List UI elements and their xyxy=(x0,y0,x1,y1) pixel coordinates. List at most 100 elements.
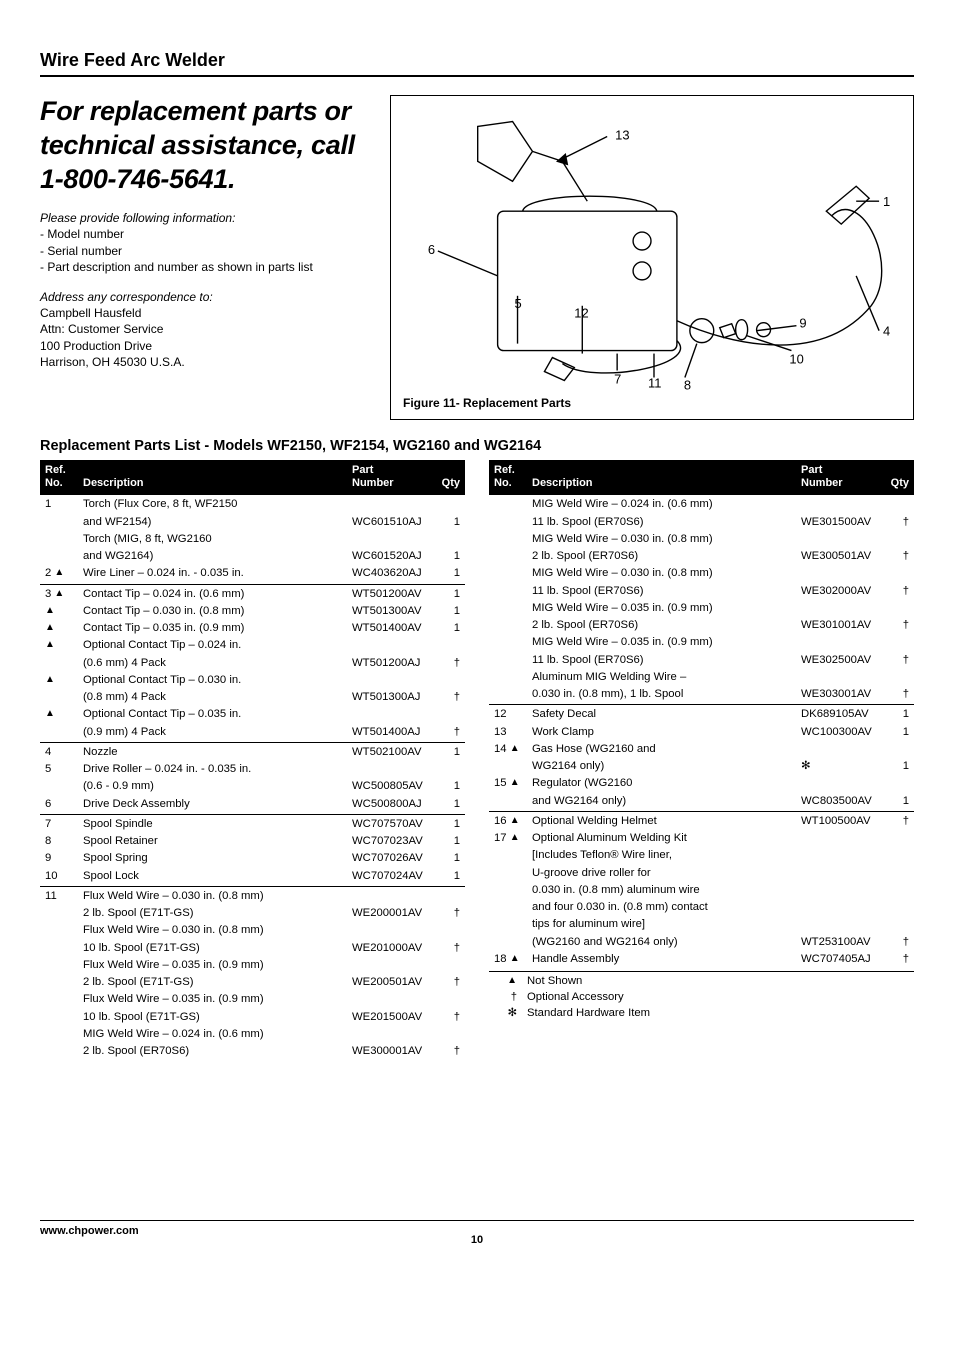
table-row: 11Flux Weld Wire – 0.030 in. (0.8 mm) xyxy=(40,886,465,905)
table-row: (0.9 mm) 4 PackWT501400AJ† xyxy=(40,724,465,743)
footer-page-number: 10 xyxy=(471,1234,483,1246)
fig-label: 4 xyxy=(883,324,890,339)
fig-label: 13 xyxy=(615,127,629,142)
table-row: and WG2164)WC601520AJ1 xyxy=(40,548,465,565)
col-ref: Ref.No. xyxy=(40,460,78,495)
fig-label: 11 xyxy=(648,375,661,390)
col-desc: Description xyxy=(78,460,347,495)
top-section: For replacement parts or technical assis… xyxy=(40,95,914,420)
address-line: Attn: Customer Service xyxy=(40,321,370,337)
fig-label: 9 xyxy=(799,316,806,331)
table-row: 4NozzleWT502100AV1 xyxy=(40,742,465,761)
table-row: 18 ▲Handle AssemblyWC707405AJ† xyxy=(489,951,914,969)
table-row: 11 lb. Spool (ER70S6)WE302000AV† xyxy=(489,583,914,600)
table-row: 10 lb. Spool (E71T-GS)WE201000AV† xyxy=(40,940,465,957)
table-row: ▲Contact Tip – 0.030 in. (0.8 mm)WT50130… xyxy=(40,603,465,620)
table-row: and four 0.030 in. (0.8 mm) contact xyxy=(489,899,914,916)
table-row: 7Spool SpindleWC707570AV1 xyxy=(40,814,465,833)
figure-caption: Figure 11- Replacement Parts xyxy=(403,396,901,410)
info-item: Part description and number as shown in … xyxy=(48,259,370,275)
parts-table-left: Ref.No. Description PartNumber Qty 1Torc… xyxy=(40,460,465,1060)
table-row: U-groove drive roller for xyxy=(489,865,914,882)
table-row: Flux Weld Wire – 0.030 in. (0.8 mm) xyxy=(40,922,465,939)
table-row: 2 lb. Spool (E71T-GS)WE200001AV† xyxy=(40,905,465,922)
col-part: PartNumber xyxy=(796,460,884,495)
table-row: (0.6 - 0.9 mm)WC500805AV1 xyxy=(40,778,465,795)
table-row: 14 ▲Gas Hose (WG2160 and xyxy=(489,741,914,758)
figure-box: 13 6 5 12 7 11 8 9 10 4 1 Figure 11- Rep… xyxy=(390,95,914,420)
table-row: Flux Weld Wire – 0.035 in. (0.9 mm) xyxy=(40,991,465,1008)
info-list: Model number Serial number Part descript… xyxy=(40,226,370,275)
table-row: ▲Optional Contact Tip – 0.030 in. xyxy=(40,672,465,689)
page-title: Wire Feed Arc Welder xyxy=(40,50,914,77)
table-row: 10 lb. Spool (E71T-GS)WE201500AV† xyxy=(40,1009,465,1026)
table-row: 0.030 in. (0.8 mm) aluminum wire xyxy=(489,882,914,899)
fig-label: 6 xyxy=(428,242,435,257)
table-row: (0.8 mm) 4 PackWT501300AJ† xyxy=(40,689,465,706)
address-lead: Address any correspondence to: xyxy=(40,289,370,305)
fig-label: 7 xyxy=(614,371,621,386)
table-row: 1Torch (Flux Core, 8 ft, WF2150 xyxy=(40,495,465,514)
table-row: 2 ▲Wire Liner – 0.024 in. - 0.035 in.WC4… xyxy=(40,565,465,584)
fig-label: 10 xyxy=(789,352,803,367)
table-row: ▲Contact Tip – 0.035 in. (0.9 mm)WT50140… xyxy=(40,620,465,637)
table-row: 13Work ClampWC100300AV1 xyxy=(489,724,914,741)
address-line: 100 Production Drive xyxy=(40,338,370,354)
table-row: [Includes Teflon® Wire liner, xyxy=(489,847,914,864)
table-row: 2 lb. Spool (ER70S6)WE301001AV† xyxy=(489,617,914,634)
table-row: 15 ▲Regulator (WG2160 xyxy=(489,775,914,792)
legend-text: Optional Accessory xyxy=(527,990,624,1006)
parts-table-right: Ref.No. Description PartNumber Qty MIG W… xyxy=(489,460,914,969)
table-row: 0.030 in. (0.8 mm), 1 lb. SpoolWE303001A… xyxy=(489,686,914,705)
col-desc: Description xyxy=(527,460,796,495)
parts-diagram: 13 6 5 12 7 11 8 9 10 4 1 xyxy=(403,106,901,391)
legend-text: Standard Hardware Item xyxy=(527,1006,650,1022)
col-part: PartNumber xyxy=(347,460,435,495)
fig-label: 5 xyxy=(515,296,522,311)
table-row: MIG Weld Wire – 0.035 in. (0.9 mm) xyxy=(489,600,914,617)
table-row: MIG Weld Wire – 0.024 in. (0.6 mm) xyxy=(489,495,914,514)
info-item: Serial number xyxy=(48,243,370,259)
table-row: MIG Weld Wire – 0.035 in. (0.9 mm) xyxy=(489,634,914,651)
col-qty: Qty xyxy=(884,460,914,495)
table-row: 11 lb. Spool (ER70S6)WE302500AV† xyxy=(489,652,914,669)
table-row: Torch (MIG, 8 ft, WG2160 xyxy=(40,531,465,548)
table-row: 11 lb. Spool (ER70S6)WE301500AV† xyxy=(489,514,914,531)
info-item: Model number xyxy=(48,226,370,242)
table-row: (WG2160 and WG2164 only)WT253100AV† xyxy=(489,934,914,951)
table-row: Flux Weld Wire – 0.035 in. (0.9 mm) xyxy=(40,957,465,974)
table-row: 8Spool RetainerWC707023AV1 xyxy=(40,833,465,850)
table-row: (0.6 mm) 4 PackWT501200AJ† xyxy=(40,655,465,672)
info-lead: Please provide following information: xyxy=(40,210,370,226)
table-row: 16 ▲Optional Welding HelmetWT100500AV† xyxy=(489,811,914,830)
table-row: 12Safety DecalDK689105AV1 xyxy=(489,705,914,724)
footer-url: www.chpower.com xyxy=(40,1225,139,1237)
table-row: 2 lb. Spool (ER70S6)WE300501AV† xyxy=(489,548,914,565)
address-line: Harrison, OH 45030 U.S.A. xyxy=(40,354,370,370)
parts-list-heading: Replacement Parts List - Models WF2150, … xyxy=(40,438,914,454)
table-row: WG2164 only)✻1 xyxy=(489,758,914,775)
page-footer: www.chpower.com 10 xyxy=(40,1220,914,1237)
table-row: MIG Weld Wire – 0.024 in. (0.6 mm) xyxy=(40,1026,465,1043)
legend: ▲Not Shown †Optional Accessory ✻Standard… xyxy=(489,971,914,1021)
table-row: MIG Weld Wire – 0.030 in. (0.8 mm) xyxy=(489,565,914,582)
table-row: 3 ▲Contact Tip – 0.024 in. (0.6 mm)WT501… xyxy=(40,584,465,603)
table-row: tips for aluminum wire] xyxy=(489,916,914,933)
table-row: and WF2154)WC601510AJ1 xyxy=(40,514,465,531)
table-row: 5Drive Roller – 0.024 in. - 0.035 in. xyxy=(40,761,465,778)
table-row: 2 lb. Spool (ER70S6)WE300001AV† xyxy=(40,1043,465,1060)
table-row: 9Spool SpringWC707026AV1 xyxy=(40,850,465,867)
address-line: Campbell Hausfeld xyxy=(40,305,370,321)
fig-label: 12 xyxy=(574,306,588,321)
table-row: and WG2164 only)WC803500AV1 xyxy=(489,793,914,812)
col-ref: Ref.No. xyxy=(489,460,527,495)
fig-label: 1 xyxy=(883,194,890,209)
table-row: 6Drive Deck AssemblyWC500800AJ1 xyxy=(40,796,465,815)
col-qty: Qty xyxy=(435,460,465,495)
table-row: 10Spool LockWC707024AV1 xyxy=(40,868,465,887)
table-row: ▲Optional Contact Tip – 0.035 in. xyxy=(40,706,465,723)
table-row: 17 ▲Optional Aluminum Welding Kit xyxy=(489,830,914,847)
table-row: MIG Weld Wire – 0.030 in. (0.8 mm) xyxy=(489,531,914,548)
parts-columns: Ref.No. Description PartNumber Qty 1Torc… xyxy=(40,460,914,1060)
address-block: Address any correspondence to: Campbell … xyxy=(40,289,370,370)
